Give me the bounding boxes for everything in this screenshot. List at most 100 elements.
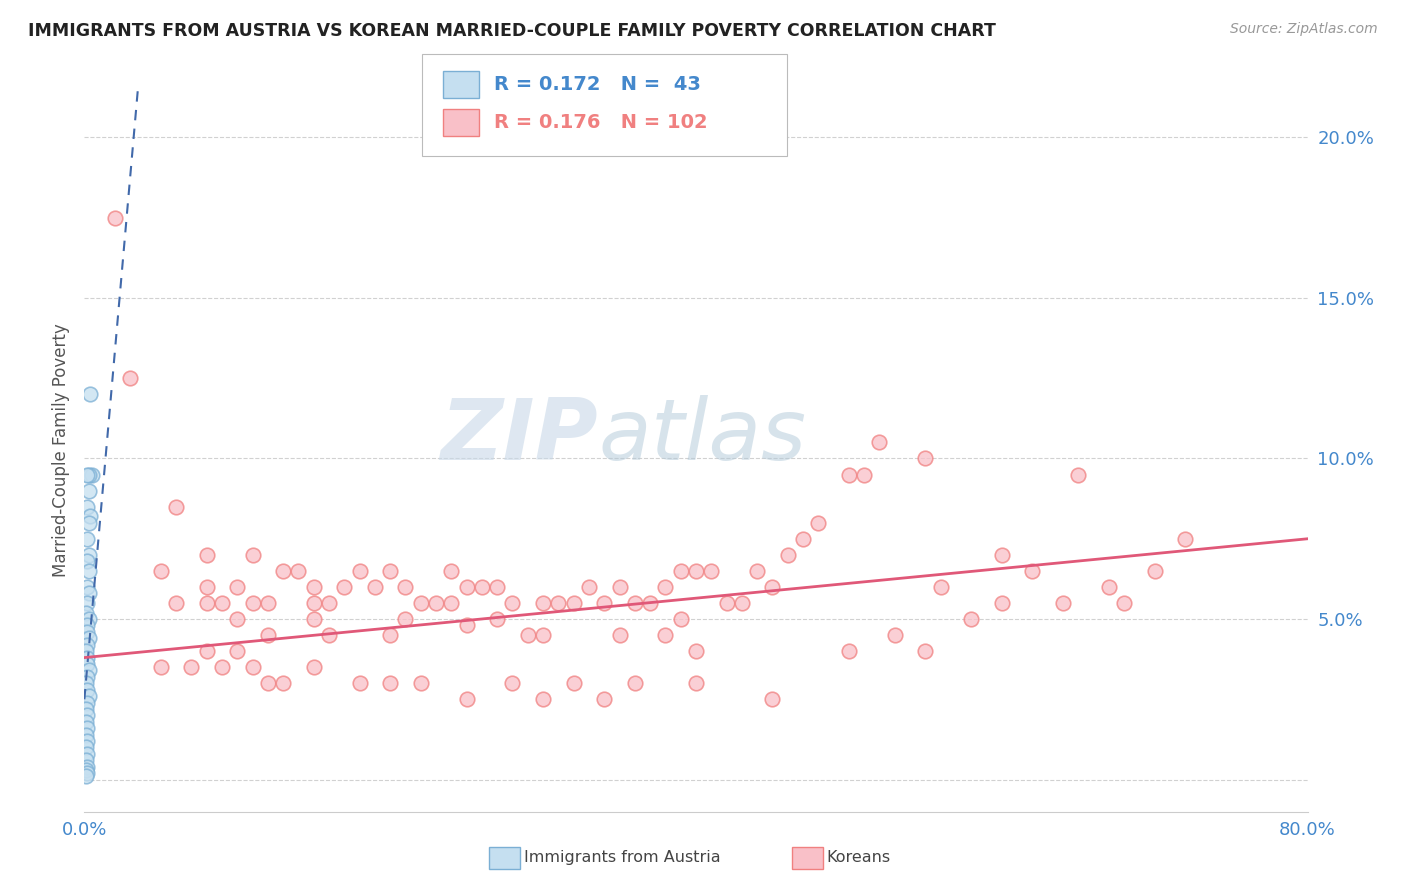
Point bbox=[394, 612, 416, 626]
Point bbox=[104, 211, 127, 225]
Point bbox=[654, 580, 676, 594]
Point bbox=[593, 692, 616, 706]
Point bbox=[380, 564, 402, 578]
Text: Source: ZipAtlas.com: Source: ZipAtlas.com bbox=[1230, 22, 1378, 37]
Point bbox=[242, 660, 264, 674]
Point bbox=[1143, 564, 1166, 578]
Point bbox=[75, 769, 97, 783]
Point bbox=[349, 564, 371, 578]
Text: IMMIGRANTS FROM AUSTRIA VS KOREAN MARRIED-COUPLE FAMILY POVERTY CORRELATION CHAR: IMMIGRANTS FROM AUSTRIA VS KOREAN MARRIE… bbox=[28, 22, 995, 40]
Point bbox=[257, 596, 280, 610]
Point bbox=[1174, 532, 1197, 546]
Point bbox=[76, 734, 98, 748]
Point bbox=[75, 702, 97, 716]
Point bbox=[547, 596, 569, 610]
Point bbox=[257, 628, 280, 642]
Point bbox=[792, 532, 814, 546]
Point bbox=[776, 548, 799, 562]
Point bbox=[1114, 596, 1136, 610]
Point bbox=[531, 628, 554, 642]
Point bbox=[883, 628, 905, 642]
Point bbox=[76, 657, 98, 671]
Point bbox=[1052, 596, 1074, 610]
Point bbox=[516, 628, 538, 642]
Point bbox=[991, 596, 1014, 610]
Point bbox=[211, 660, 233, 674]
Point bbox=[669, 564, 692, 578]
Text: R = 0.172   N =  43: R = 0.172 N = 43 bbox=[494, 75, 700, 95]
Point bbox=[195, 548, 218, 562]
Point bbox=[531, 692, 554, 706]
Point bbox=[302, 580, 325, 594]
Point bbox=[869, 435, 891, 450]
Point bbox=[76, 670, 98, 684]
Point bbox=[76, 721, 98, 735]
Point bbox=[77, 483, 100, 498]
Point bbox=[638, 596, 661, 610]
Point bbox=[242, 548, 264, 562]
Point bbox=[593, 596, 616, 610]
Point bbox=[318, 628, 340, 642]
Point bbox=[75, 714, 97, 729]
Point bbox=[486, 580, 509, 594]
Point bbox=[562, 596, 585, 610]
Text: Immigrants from Austria: Immigrants from Austria bbox=[524, 850, 721, 864]
Point bbox=[195, 644, 218, 658]
Point bbox=[76, 747, 98, 761]
Point bbox=[75, 676, 97, 690]
Point bbox=[685, 644, 707, 658]
Point bbox=[425, 596, 447, 610]
Point bbox=[838, 467, 860, 482]
Point bbox=[226, 612, 249, 626]
Point bbox=[77, 689, 100, 703]
Point bbox=[77, 586, 100, 600]
Point bbox=[76, 580, 98, 594]
Point bbox=[77, 612, 100, 626]
Point bbox=[76, 618, 98, 632]
Point bbox=[75, 728, 97, 742]
Point bbox=[349, 676, 371, 690]
Point bbox=[76, 532, 98, 546]
Point bbox=[75, 753, 97, 767]
Point bbox=[302, 612, 325, 626]
Point bbox=[456, 580, 478, 594]
Point bbox=[531, 596, 554, 610]
Point bbox=[486, 612, 509, 626]
Point bbox=[471, 580, 494, 594]
Point bbox=[761, 692, 783, 706]
Point bbox=[79, 509, 101, 524]
Point bbox=[226, 580, 249, 594]
Point bbox=[77, 467, 100, 482]
Point bbox=[76, 554, 98, 568]
Point bbox=[609, 628, 631, 642]
Point bbox=[257, 676, 280, 690]
Point bbox=[914, 644, 936, 658]
Point bbox=[440, 564, 463, 578]
Point bbox=[79, 387, 101, 401]
Point bbox=[380, 676, 402, 690]
Point bbox=[75, 740, 97, 755]
Point bbox=[700, 564, 723, 578]
Point bbox=[669, 612, 692, 626]
Point bbox=[502, 676, 524, 690]
Point bbox=[76, 467, 98, 482]
Point bbox=[929, 580, 952, 594]
Point bbox=[211, 596, 233, 610]
Point bbox=[287, 564, 309, 578]
Point bbox=[456, 692, 478, 706]
Point bbox=[76, 682, 98, 697]
Point bbox=[242, 596, 264, 610]
Text: Koreans: Koreans bbox=[827, 850, 891, 864]
Point bbox=[165, 596, 187, 610]
Point bbox=[747, 564, 769, 578]
Point bbox=[76, 624, 98, 639]
Point bbox=[271, 564, 294, 578]
Point bbox=[685, 564, 707, 578]
Point bbox=[76, 500, 98, 514]
Point bbox=[731, 596, 754, 610]
Point bbox=[318, 596, 340, 610]
Point bbox=[120, 371, 142, 385]
Point bbox=[502, 596, 524, 610]
Point bbox=[195, 580, 218, 594]
Point bbox=[716, 596, 738, 610]
